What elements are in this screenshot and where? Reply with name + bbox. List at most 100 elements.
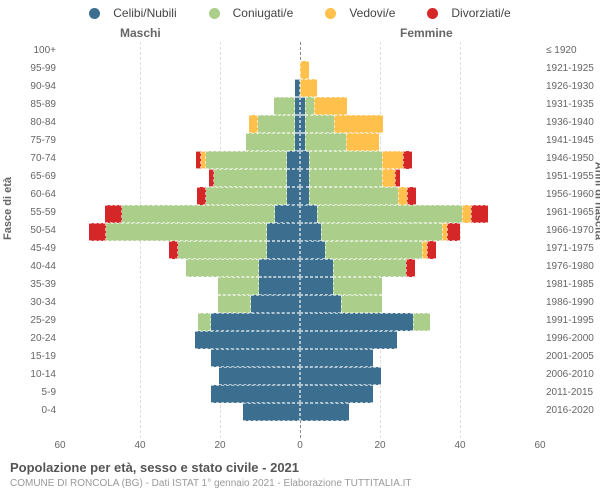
bar-row <box>60 259 540 275</box>
y-tick-age: 15-19 <box>6 352 56 362</box>
bar-segment <box>211 349 300 367</box>
bar-segment <box>267 223 300 241</box>
legend-swatch <box>89 8 100 19</box>
legend-label: Celibi/Nubili <box>113 6 176 20</box>
bar-segment <box>305 133 346 151</box>
y-tick-age: 40-44 <box>6 262 56 272</box>
female-header: Femmine <box>400 26 453 40</box>
male-bar <box>89 223 300 239</box>
chart-title: Popolazione per età, sesso e stato civil… <box>10 460 299 475</box>
bar-row <box>60 331 540 347</box>
bar-segment <box>89 223 106 241</box>
bar-segment <box>300 385 373 403</box>
bar-segment <box>403 151 412 169</box>
bar-segment <box>287 187 300 205</box>
female-bar <box>300 223 460 239</box>
bar-row <box>60 115 540 131</box>
bar-segment <box>398 187 407 205</box>
legend-item: Celibi/Nubili <box>81 6 184 20</box>
male-bar <box>211 349 300 365</box>
bar-row <box>60 385 540 401</box>
bar-segment <box>395 169 400 187</box>
bar-row <box>60 187 540 203</box>
y-tick-birth: 2011-2015 <box>546 388 600 398</box>
bar-segment <box>251 295 300 313</box>
plot-area <box>60 42 540 438</box>
x-tick: 40 <box>134 440 145 451</box>
bar-segment <box>382 169 395 187</box>
bar-row <box>60 349 540 365</box>
bar-segment <box>300 277 333 295</box>
y-tick-age: 30-34 <box>6 298 56 308</box>
bar-segment <box>197 187 206 205</box>
bar-segment <box>274 97 295 115</box>
female-bar <box>300 169 400 185</box>
legend-swatch <box>427 8 438 19</box>
male-bar <box>197 187 300 203</box>
female-bar <box>300 259 415 275</box>
x-tick: 20 <box>214 440 225 451</box>
bar-segment <box>218 295 251 313</box>
y-tick-birth: 1986-1990 <box>546 298 600 308</box>
y-tick-birth: 1926-1930 <box>546 82 600 92</box>
y-tick-birth: 1931-1935 <box>546 100 600 110</box>
bar-segment <box>406 259 415 277</box>
y-tick-birth: 1956-1960 <box>546 190 600 200</box>
male-bar <box>219 367 300 383</box>
bar-row <box>60 43 540 59</box>
y-tick-age: 85-89 <box>6 100 56 110</box>
male-bar <box>274 97 300 113</box>
female-bar <box>300 151 412 167</box>
bar-row <box>60 313 540 329</box>
bar-segment <box>300 367 381 385</box>
bar-segment <box>259 277 300 295</box>
bar-segment <box>427 241 436 259</box>
bar-row <box>60 97 540 113</box>
male-bar <box>209 169 300 185</box>
y-tick-birth: 1941-1945 <box>546 136 600 146</box>
y-tick-birth: 1951-1955 <box>546 172 600 182</box>
y-tick-birth: 1996-2000 <box>546 334 600 344</box>
bar-segment <box>300 241 325 259</box>
bar-segment <box>169 241 178 259</box>
male-bar <box>246 133 300 149</box>
legend-item: Coniugati/e <box>201 6 302 20</box>
female-bar <box>300 61 309 77</box>
bar-segment <box>195 331 300 349</box>
bar-segment <box>106 223 267 241</box>
bar-segment <box>407 187 416 205</box>
bar-segment <box>249 115 258 133</box>
y-tick-age: 45-49 <box>6 244 56 254</box>
bar-segment <box>309 151 382 169</box>
y-tick-age: 50-54 <box>6 226 56 236</box>
bar-segment <box>211 313 300 331</box>
legend-label: Coniugati/e <box>233 6 294 20</box>
y-tick-age: 10-14 <box>6 370 56 380</box>
male-bar <box>169 241 300 257</box>
male-bar <box>243 403 300 419</box>
bar-row <box>60 151 540 167</box>
bar-row <box>60 403 540 419</box>
male-bar <box>195 331 300 347</box>
bar-segment <box>275 205 300 223</box>
bar-segment <box>333 259 406 277</box>
bar-segment <box>243 403 300 421</box>
bar-segment <box>206 187 287 205</box>
female-bar <box>300 241 436 257</box>
female-bar <box>300 277 382 293</box>
bar-segment <box>300 295 341 313</box>
bar-segment <box>218 277 259 295</box>
bar-segment <box>219 367 300 385</box>
male-bar <box>198 313 300 329</box>
population-pyramid: Celibi/NubiliConiugati/eVedovi/eDivorzia… <box>0 0 600 500</box>
female-bar <box>300 295 382 311</box>
bar-segment <box>341 295 382 313</box>
bar-segment <box>305 115 334 133</box>
y-tick-age: 80-84 <box>6 118 56 128</box>
bar-segment <box>333 277 382 295</box>
legend-item: Vedovi/e <box>317 6 403 20</box>
bar-segment <box>246 133 295 151</box>
bar-row <box>60 367 540 383</box>
female-bar <box>300 331 397 347</box>
bar-row <box>60 79 540 95</box>
